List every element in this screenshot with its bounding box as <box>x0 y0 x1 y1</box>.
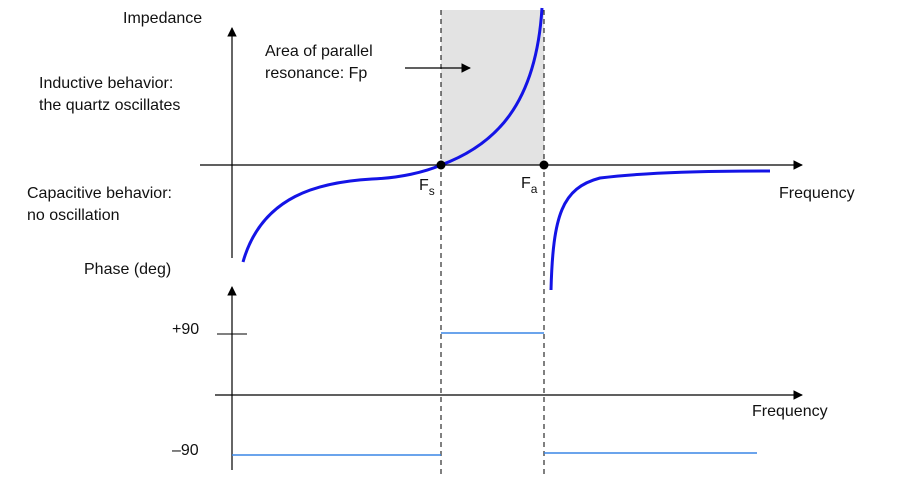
impedance-curve-capacitive <box>241 163 442 263</box>
parallel-area-label-line2: resonance: Fp <box>265 65 367 82</box>
impedance-frequency-label: Frequency <box>779 185 855 202</box>
capacitive-label-line1: Capacitive behavior: <box>27 185 172 202</box>
impedance-curve-inductive <box>440 7 544 167</box>
fs-marker-subscript: s <box>429 184 435 198</box>
phase-frequency-label: Frequency <box>752 403 828 420</box>
fs-marker-label: Fs <box>419 177 435 198</box>
fs-marker-letter: F <box>419 177 429 194</box>
fa-marker-letter: F <box>521 175 531 192</box>
fs-point <box>436 160 446 170</box>
phase-tick-pos90-label: +90 <box>172 321 199 338</box>
phase-axis-label: Phase (deg) <box>84 261 171 278</box>
fa-marker-subscript: a <box>531 182 538 196</box>
capacitive-label-line2: no oscillation <box>27 207 120 224</box>
fa-marker-label: Fa <box>521 175 538 196</box>
impedance-axis-label: Impedance <box>123 10 202 27</box>
parallel-resonance-area <box>441 10 544 165</box>
inductive-label-line1: Inductive behavior: <box>39 75 173 92</box>
fa-point <box>539 160 549 170</box>
phase-tick-neg90-label: –90 <box>172 442 199 459</box>
parallel-area-label-line1: Area of parallel <box>265 43 373 60</box>
inductive-label-line2: the quartz oscillates <box>39 97 180 114</box>
impedance-curve-above-fa <box>549 169 771 291</box>
